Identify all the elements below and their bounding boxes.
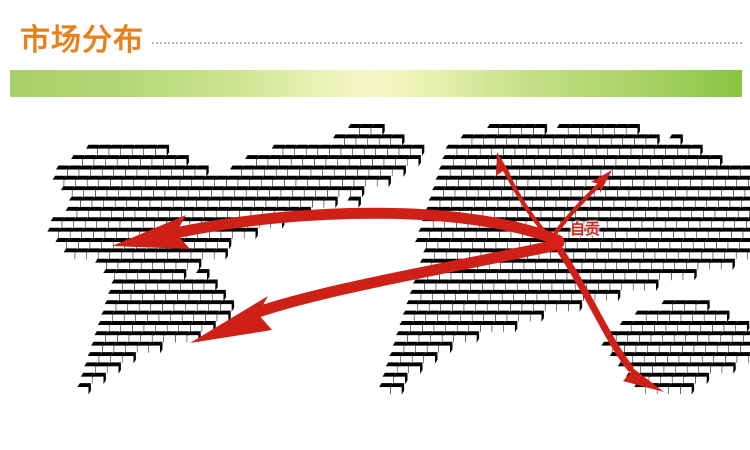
world-map: .fface { fill:#ffffff; } .o .ftop { fill… xyxy=(0,100,750,450)
green-gradient-bar xyxy=(10,70,742,97)
title-dotted-rule xyxy=(152,42,742,44)
origin-city-label: 自贡 xyxy=(570,220,601,238)
world-map-tiles: .fface { fill:#ffffff; } .o .ftop { fill… xyxy=(47,124,750,395)
page-title: 市场分布 xyxy=(20,23,144,58)
header: 市场分布 xyxy=(0,0,750,100)
